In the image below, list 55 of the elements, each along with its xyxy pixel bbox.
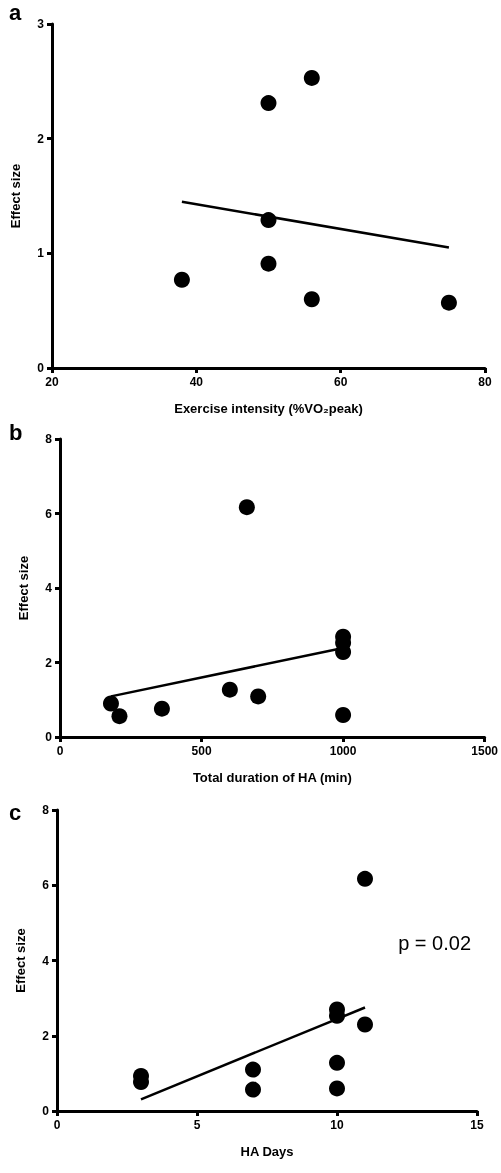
y-tick-label: 1: [37, 246, 45, 261]
point: [357, 870, 373, 887]
point: [260, 255, 277, 272]
y-tick-label: 6: [42, 878, 50, 893]
point: [329, 1054, 345, 1071]
x-tick-label: 80: [478, 375, 492, 389]
y-tick-label: 0: [37, 361, 45, 375]
point: [329, 1080, 345, 1097]
y-tick-label: 4: [45, 581, 53, 595]
point: [153, 700, 170, 717]
y-axis-title: Effect size: [16, 555, 31, 621]
point: [260, 212, 277, 229]
y-tick-label: 0: [45, 730, 53, 744]
x-tick-label: 5: [193, 1118, 201, 1132]
y-tick-label: 8: [42, 803, 50, 817]
point: [173, 271, 190, 288]
point: [245, 1061, 261, 1078]
x-axis-title: Total duration of HA (min): [192, 770, 352, 785]
point: [357, 1016, 373, 1033]
x-tick-label: 60: [333, 375, 348, 389]
chart-title: b: [9, 419, 23, 445]
y-tick-label: 8: [45, 432, 53, 446]
y-tick-label: 6: [45, 506, 53, 521]
y-axis-title: Effect size: [8, 163, 23, 229]
x-axis-title: HA Days: [240, 1144, 294, 1159]
point: [245, 1081, 261, 1098]
point: [440, 294, 457, 311]
point: [303, 291, 320, 308]
chart-title: c: [9, 799, 22, 825]
annotation: p = 0.02: [398, 932, 471, 954]
point: [335, 707, 352, 724]
y-tick-label: 2: [45, 655, 53, 670]
point: [250, 688, 267, 705]
x-tick-label: 40: [189, 375, 204, 389]
point: [111, 708, 128, 725]
x-tick-label: 500: [191, 744, 212, 758]
y-tick-label: 0: [42, 1104, 50, 1118]
point: [260, 95, 277, 112]
point: [102, 695, 119, 712]
y-tick-label: 3: [37, 17, 45, 31]
x-tick-label: 10: [330, 1118, 344, 1132]
x-tick-label: 15: [470, 1118, 484, 1132]
x-axis-title: Exercise intensity (%VO₂peak): [174, 401, 363, 416]
y-tick-label: 2: [42, 1028, 50, 1043]
y-axis-title: Effect size: [13, 928, 28, 993]
x-tick-label: 1000: [329, 744, 357, 758]
x-tick-label: 1500: [471, 744, 499, 758]
point: [221, 681, 238, 698]
point: [303, 69, 320, 86]
point: [238, 499, 255, 516]
chart-title: a: [9, 0, 22, 25]
y-tick-label: 2: [37, 131, 45, 146]
y-tick-label: 4: [42, 953, 50, 968]
x-tick-label: 0: [56, 744, 64, 758]
x-tick-label: 20: [45, 375, 59, 389]
